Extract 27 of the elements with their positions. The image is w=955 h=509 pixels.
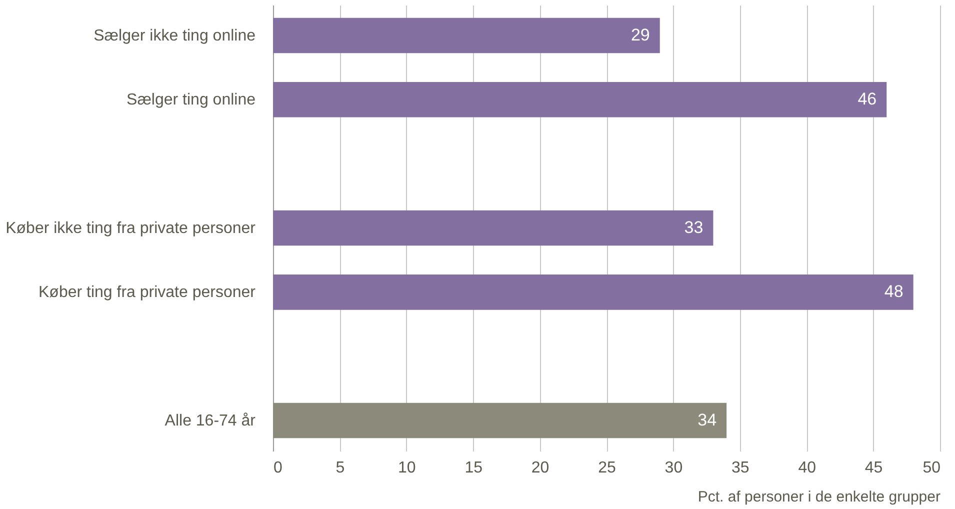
data-label: 29 bbox=[630, 25, 650, 44]
x-tick-label: 50 bbox=[922, 460, 941, 476]
x-tick-label: 5 bbox=[336, 460, 345, 476]
data-label: 46 bbox=[858, 90, 877, 109]
x-tick-label: 45 bbox=[864, 460, 883, 476]
bar bbox=[273, 82, 887, 118]
bar bbox=[273, 402, 727, 438]
y-tick-label: Køber ikke ting fra private personer bbox=[6, 220, 256, 237]
x-tick-label: 0 bbox=[274, 460, 282, 476]
y-tick-label: Sælger ting online bbox=[126, 92, 256, 109]
data-label: 33 bbox=[684, 218, 704, 237]
x-tick-label: 25 bbox=[598, 460, 616, 476]
y-tick-label: Sælger ikke ting online bbox=[94, 27, 256, 44]
bar bbox=[273, 274, 914, 310]
x-tick-label: 35 bbox=[732, 460, 750, 476]
x-tick-label: 40 bbox=[798, 460, 816, 476]
bar bbox=[273, 210, 714, 246]
x-tick-label: 10 bbox=[398, 460, 416, 476]
data-label: 34 bbox=[698, 410, 717, 430]
data-label: 48 bbox=[884, 282, 904, 302]
x-tick-label: 30 bbox=[664, 460, 683, 476]
x-tick-label: 15 bbox=[464, 460, 483, 476]
x-tick-label: 20 bbox=[531, 460, 550, 476]
y-tick-label: Alle 16-74 år bbox=[164, 412, 256, 430]
bar bbox=[273, 18, 660, 54]
x-axis-title: Pct. af personer i de enkelte grupper bbox=[698, 488, 940, 506]
y-tick-label: Køber ting fra private personer bbox=[38, 284, 256, 302]
